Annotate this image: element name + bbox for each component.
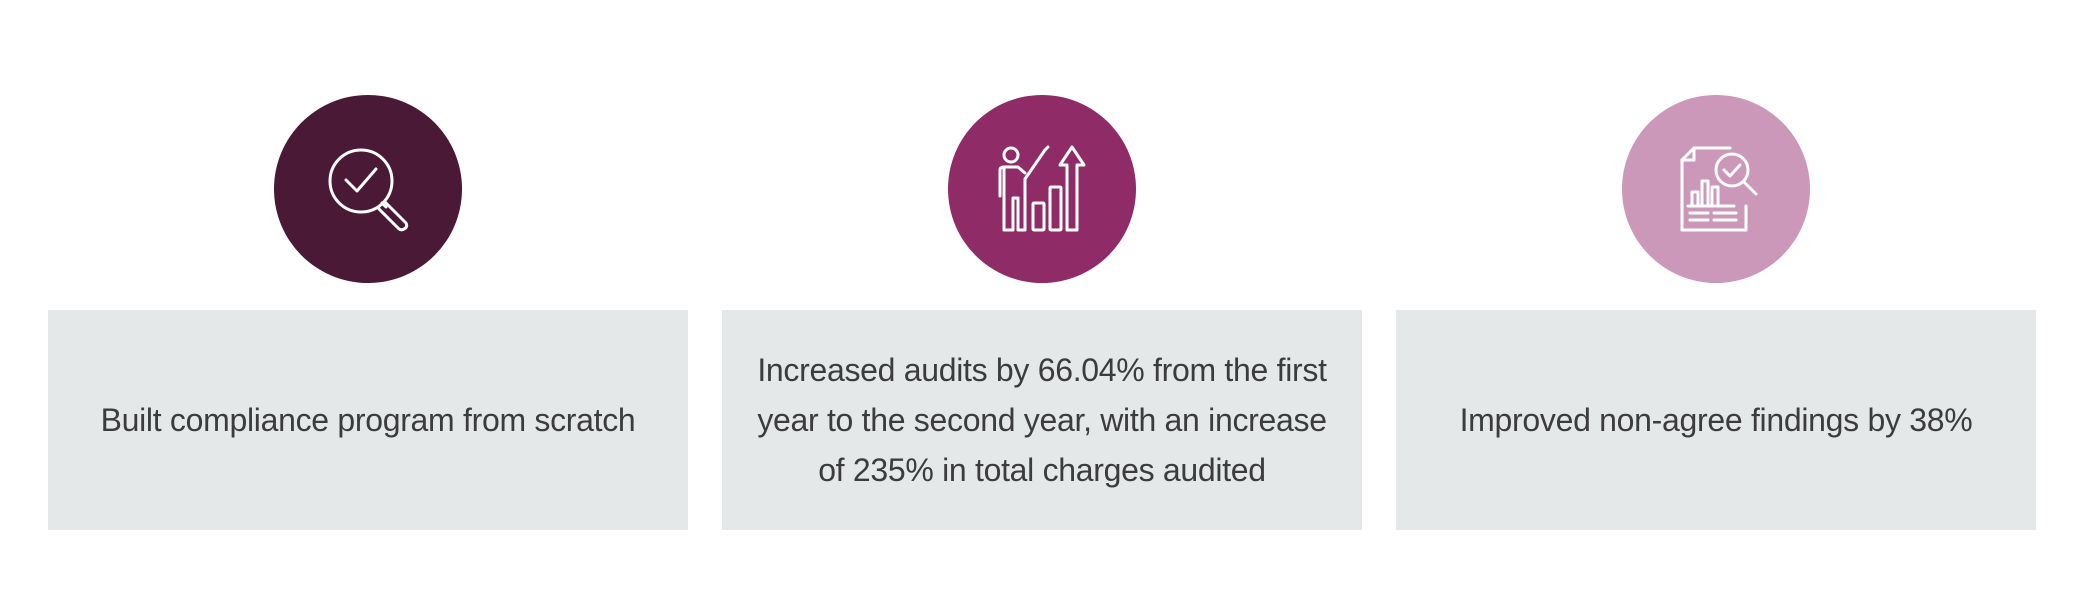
achievement-card-audits: Increased audits by 66.04% from the firs…: [722, 0, 1362, 600]
icon-badge: [948, 95, 1136, 283]
achievement-card-findings: Improved non-agree findings by 38%: [1396, 0, 2036, 600]
achievement-text: Built compliance program from scratch: [100, 402, 636, 438]
report-audit-icon: [1680, 146, 1758, 232]
icon-badge: [1622, 95, 1810, 283]
growth-presentation-icon: [998, 145, 1086, 232]
achievement-text: Increased audits by 66.04% from the firs…: [757, 352, 1327, 488]
achievement-card-compliance: Built compliance program from scratch: [48, 0, 688, 600]
achievement-text: Improved non-agree findings by 38%: [1459, 402, 1973, 438]
achievement-text-box: Improved non-agree findings by 38%: [1396, 310, 2036, 530]
achievement-text-box: Increased audits by 66.04% from the firs…: [722, 310, 1362, 530]
search-check-icon: [328, 148, 409, 232]
achievement-text-box: Built compliance program from scratch: [48, 310, 688, 530]
icon-badge: [274, 95, 462, 283]
